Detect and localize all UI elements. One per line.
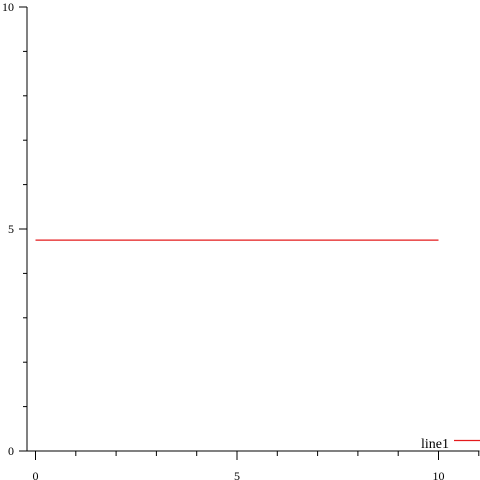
legend-label-line1: line1 [421,437,449,452]
legend: line1 [421,437,480,452]
y-tick-label: 0 [8,444,14,458]
x-tick-label: 5 [234,469,240,480]
x-axis: 0 5 10 [27,451,480,480]
x-tick-label: 10 [433,469,445,480]
y-tick-label: 10 [2,0,14,14]
y-tick-label: 5 [8,222,14,236]
y-axis: 0 5 10 [2,0,27,458]
x-tick-label: 0 [33,469,39,480]
